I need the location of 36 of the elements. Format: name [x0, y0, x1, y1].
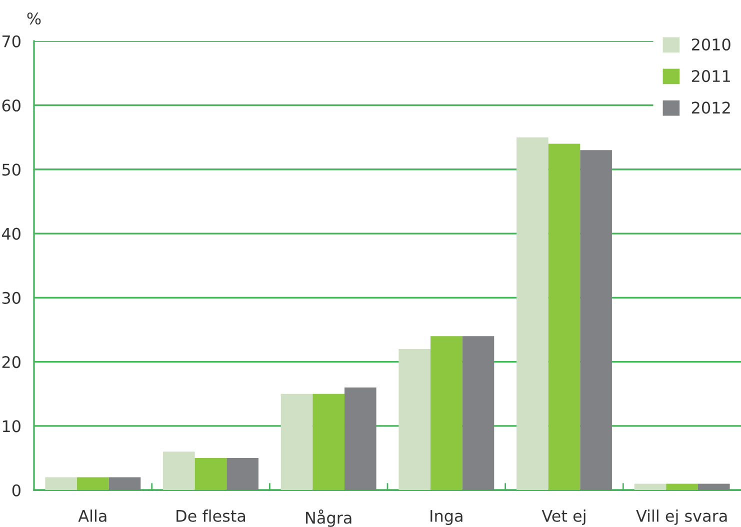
y-tick-label: 30 [2, 292, 20, 304]
y-tick-label: 70 [2, 35, 20, 48]
bar [462, 336, 494, 490]
bar [108, 477, 141, 490]
legend-label: 2012 [692, 102, 730, 114]
legend-label: 2011 [692, 70, 730, 82]
bar [548, 144, 580, 490]
y-tick-label: 10 [2, 420, 20, 432]
y-axis-title: % [27, 12, 41, 25]
x-tick-label: De flesta [176, 510, 246, 522]
legend-label: 2010 [692, 38, 730, 51]
x-tick-label: Alla [78, 510, 106, 522]
y-tick-label: 20 [2, 356, 20, 368]
x-tick-label: Inga [430, 510, 462, 526]
bar [280, 394, 313, 490]
y-tick-label: 60 [2, 99, 20, 112]
bar [226, 458, 258, 490]
bar [698, 484, 730, 490]
x-tick-label: Vill ej svara [636, 510, 727, 526]
bar [666, 484, 698, 490]
bar [77, 477, 109, 490]
bar [194, 458, 227, 490]
bar [580, 150, 612, 490]
bar [344, 387, 376, 490]
y-tick-label: 50 [2, 164, 20, 176]
y-tick-label: 0 [12, 484, 20, 496]
bar [45, 477, 78, 490]
bar [398, 348, 431, 490]
bar [430, 336, 462, 490]
x-tick-label: Vet ej [542, 510, 586, 526]
bar [163, 452, 195, 490]
bar [634, 484, 666, 490]
y-tick-label: 40 [2, 228, 20, 240]
x-tick-label: Några [306, 510, 352, 527]
bar [312, 394, 344, 490]
bar [516, 137, 548, 490]
